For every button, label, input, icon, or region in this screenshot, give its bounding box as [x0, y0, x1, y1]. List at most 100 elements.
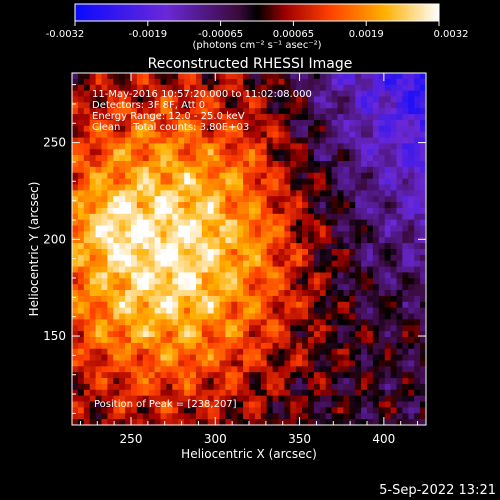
heatmap-cell: [313, 278, 321, 285]
heatmap-cell: [266, 219, 274, 227]
heatmap-cell: [178, 360, 185, 367]
heatmap-cell: [308, 161, 315, 168]
heatmap-cell: [178, 395, 185, 403]
heatmap-cell: [243, 119, 250, 127]
heatmap-cell: [361, 366, 368, 373]
heatmap-cell: [331, 295, 339, 303]
heatmap-cell: [361, 331, 368, 338]
heatmap-cell: [243, 243, 250, 250]
heatmap-cell: [367, 237, 374, 244]
heatmap-cell: [302, 172, 309, 180]
colorbar-tick-label: -0.0019: [128, 29, 167, 40]
heatmap-cell: [131, 254, 138, 262]
heatmap-cell: [337, 131, 344, 139]
heatmap-cell: [142, 395, 150, 403]
heatmap-cell: [254, 360, 262, 367]
heatmap-cell: [337, 102, 344, 109]
heatmap-cell: [154, 272, 162, 279]
heatmap-cell: [148, 73, 156, 80]
heatmap-cell: [125, 137, 132, 144]
heatmap-cell: [154, 161, 162, 168]
heatmap-cell: [408, 90, 415, 98]
heatmap-cell: [77, 90, 85, 98]
heatmap-cell: [349, 102, 356, 109]
heatmap-cell: [195, 319, 203, 326]
heatmap-cell: [249, 290, 256, 297]
heatmap-cell: [178, 278, 185, 285]
heatmap-cell: [213, 325, 221, 332]
heatmap-cell: [254, 249, 262, 256]
heatmap-cell: [361, 313, 368, 320]
heatmap-cell: [278, 383, 285, 391]
heatmap-cell: [254, 366, 262, 373]
heatmap-cell: [219, 102, 226, 109]
heatmap-cell: [83, 219, 91, 227]
heatmap-cell: [408, 131, 415, 139]
heatmap-cell: [260, 389, 268, 397]
heatmap-cell: [343, 225, 350, 232]
annotation-clean-counts: Clean Total counts: 3.80E+03: [92, 122, 249, 133]
heatmap-cell: [148, 114, 156, 121]
heatmap-cell: [237, 73, 244, 80]
heatmap-cell: [160, 307, 167, 315]
heatmap-cell: [284, 119, 291, 127]
heatmap-cell: [160, 354, 167, 362]
heatmap-cell: [136, 278, 144, 285]
heatmap-cell: [237, 196, 244, 203]
heatmap-cell: [290, 78, 297, 86]
heatmap-cell: [313, 166, 321, 174]
heatmap-cell: [331, 284, 339, 291]
heatmap-cell: [172, 108, 179, 115]
heatmap-cell: [337, 90, 344, 98]
heatmap-cell: [148, 143, 156, 150]
heatmap-cell: [384, 301, 392, 309]
heatmap-cell: [166, 301, 173, 309]
heatmap-cell: [89, 366, 97, 373]
heatmap-cell: [160, 243, 167, 250]
heatmap-cell: [390, 102, 398, 109]
heatmap-cell: [278, 301, 285, 309]
heatmap-cell: [249, 119, 256, 127]
heatmap-cell: [384, 178, 392, 186]
heatmap-cell: [89, 342, 97, 350]
heatmap-cell: [396, 237, 403, 244]
heatmap-cell: [355, 172, 362, 180]
heatmap-cell: [172, 290, 179, 297]
heatmap-cell: [178, 254, 185, 262]
heatmap-cell: [136, 342, 144, 350]
heatmap-cell: [378, 307, 386, 315]
heatmap-cell: [325, 249, 333, 256]
heatmap-cell: [367, 337, 374, 344]
heatmap-cell: [178, 119, 185, 127]
heatmap-cell: [125, 331, 132, 338]
heatmap-cell: [420, 143, 426, 150]
heatmap-cell: [101, 155, 108, 162]
heatmap-cell: [272, 190, 280, 197]
heatmap-cell: [266, 401, 274, 408]
heatmap-cell: [390, 178, 398, 186]
heatmap-cell: [278, 161, 285, 168]
heatmap-cell: [384, 207, 392, 215]
heatmap-cell: [148, 237, 156, 244]
heatmap-cell: [420, 119, 426, 127]
heatmap-cell: [166, 166, 173, 174]
heatmap-cell: [113, 178, 120, 186]
heatmap-cell: [396, 155, 403, 162]
heatmap-cell: [113, 395, 120, 403]
heatmap-cell: [148, 119, 156, 127]
heatmap-cell: [402, 354, 409, 362]
heatmap-cell: [355, 131, 362, 139]
heatmap-cell: [396, 366, 403, 373]
heatmap-cell: [125, 389, 132, 397]
heatmap-cell: [367, 419, 374, 425]
heatmap-cell: [367, 114, 374, 121]
heatmap-cell: [136, 254, 144, 262]
heatmap-cell: [390, 219, 398, 227]
heatmap-cell: [148, 102, 156, 109]
heatmap-cell: [107, 319, 114, 326]
heatmap-cell: [113, 90, 120, 98]
heatmap-cell: [343, 354, 350, 362]
heatmap-cell: [166, 231, 173, 238]
heatmap-cell: [178, 413, 185, 420]
heatmap-cell: [207, 149, 215, 156]
